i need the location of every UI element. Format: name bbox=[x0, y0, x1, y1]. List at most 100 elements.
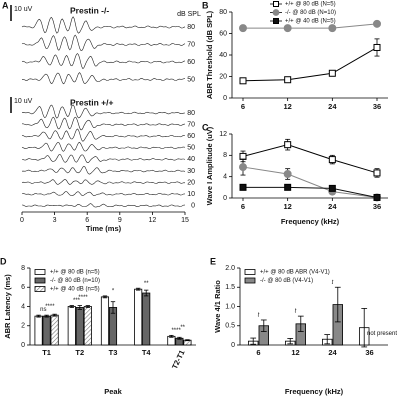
marker bbox=[283, 24, 292, 33]
y-tick-label: 8 bbox=[223, 152, 227, 159]
marker bbox=[284, 183, 292, 191]
y-tick-label: 0 bbox=[21, 342, 25, 349]
legend-label: -/- @ 80 dB (n=10) bbox=[50, 278, 100, 284]
x-tick-label: T4 bbox=[142, 348, 152, 357]
x-tick-label: 36 bbox=[373, 202, 381, 211]
level-label: 20 bbox=[187, 179, 195, 186]
level-label: 40 bbox=[187, 156, 195, 163]
group-title: Prestin -/- bbox=[70, 5, 109, 15]
marker bbox=[373, 43, 381, 51]
x-axis-title: Frequency (kHz) bbox=[281, 217, 340, 226]
scale-label: 10 uV bbox=[14, 98, 33, 105]
trace bbox=[21, 179, 186, 185]
annotation: t bbox=[332, 280, 334, 286]
level-label: 80 bbox=[187, 110, 195, 117]
marker bbox=[328, 156, 336, 164]
series-line bbox=[242, 47, 378, 82]
trace bbox=[21, 191, 185, 197]
series-line bbox=[242, 166, 378, 198]
marker bbox=[328, 69, 336, 77]
trace bbox=[21, 53, 186, 70]
bar bbox=[75, 307, 84, 346]
series-line bbox=[242, 144, 378, 174]
legend-label: -/- @ 80 dB (V4-V1) bbox=[260, 278, 313, 284]
x-tick-label: 12 bbox=[283, 202, 291, 211]
x-tick-label: 3 bbox=[53, 217, 57, 224]
y-axis-title: Wave 4/1 Ratio bbox=[213, 280, 222, 333]
legend-label: +/+ @ 80 dB ABR (V4-V1) bbox=[260, 270, 330, 276]
scale-label: 10 uV bbox=[14, 6, 33, 13]
group-title: Prestin +/+ bbox=[70, 97, 114, 107]
y-tick-label: 4 bbox=[21, 303, 25, 310]
significance: **** bbox=[171, 328, 181, 334]
marker bbox=[273, 18, 279, 24]
y-tick-label: 80 bbox=[219, 9, 227, 16]
legend-swatch bbox=[34, 269, 46, 275]
y-tick-label: 1.5 bbox=[225, 284, 235, 291]
y-tick-label: 60 bbox=[219, 30, 227, 37]
bar bbox=[142, 292, 151, 346]
bar bbox=[50, 314, 59, 346]
trace bbox=[21, 72, 185, 85]
trace bbox=[21, 153, 186, 163]
level-label: 10 bbox=[187, 191, 195, 198]
significance: **** bbox=[78, 295, 88, 301]
panel-label: D bbox=[0, 256, 7, 266]
series-line bbox=[243, 186, 378, 198]
panel-label: C bbox=[202, 122, 209, 132]
x-tick-label: 12 bbox=[291, 348, 299, 357]
annotation: t bbox=[295, 309, 297, 315]
y-axis-title: ABR Latency (ms) bbox=[3, 274, 12, 339]
bar bbox=[83, 306, 92, 346]
y-tick-label: 4 bbox=[223, 174, 227, 181]
panel-label: E bbox=[210, 256, 216, 266]
annotation: not present bbox=[367, 331, 397, 337]
level-label: 60 bbox=[187, 133, 195, 140]
y-tick-label: 1.0 bbox=[225, 303, 235, 310]
trace bbox=[21, 203, 186, 208]
y-tick-label: 40 bbox=[219, 52, 227, 59]
y-tick-label: 2 bbox=[21, 323, 25, 330]
trace bbox=[21, 165, 186, 175]
marker bbox=[328, 24, 337, 33]
x-tick-label: 0 bbox=[20, 217, 24, 224]
bar bbox=[134, 288, 143, 346]
panel-label: B bbox=[202, 0, 209, 10]
bar bbox=[42, 315, 51, 346]
marker bbox=[283, 169, 292, 178]
x-tick-label: 24 bbox=[328, 348, 337, 357]
legend-label: -/- @ 80 dB (N=10) bbox=[285, 10, 336, 16]
legend-label: +/+ @ 40 dB (n=5) bbox=[50, 287, 100, 293]
unit-label: dB SPL bbox=[177, 11, 201, 18]
x-tick-label: T1 bbox=[42, 348, 51, 357]
marker bbox=[239, 152, 247, 160]
y-tick-label: 0 bbox=[231, 342, 235, 349]
level-label: 50 bbox=[187, 145, 195, 152]
legend-swatch bbox=[244, 269, 256, 275]
x-tick-label: 6 bbox=[256, 348, 260, 357]
marker bbox=[284, 141, 292, 149]
trace bbox=[21, 34, 186, 52]
marker bbox=[372, 19, 381, 28]
y-tick-label: 2.0 bbox=[225, 265, 235, 272]
x-tick-label: 12 bbox=[149, 217, 157, 224]
significance: ** bbox=[144, 281, 149, 287]
trace bbox=[21, 16, 186, 34]
marker bbox=[238, 163, 247, 172]
level-label: 50 bbox=[187, 76, 195, 83]
y-axis-title: Wave I Amplitude (uV) bbox=[205, 126, 214, 205]
y-tick-label: 0 bbox=[223, 95, 227, 102]
level-label: 60 bbox=[187, 59, 195, 66]
y-tick-label: 6 bbox=[21, 284, 25, 291]
marker bbox=[373, 193, 381, 201]
marker bbox=[239, 183, 247, 191]
marker bbox=[272, 9, 280, 16]
level-label: 70 bbox=[187, 41, 195, 48]
marker bbox=[273, 1, 279, 7]
x-tick-label: 12 bbox=[283, 102, 291, 111]
y-tick-label: 20 bbox=[219, 73, 227, 80]
marker bbox=[328, 184, 336, 192]
y-tick-label: 0.5 bbox=[225, 323, 235, 330]
x-tick-label: 6 bbox=[241, 202, 245, 211]
